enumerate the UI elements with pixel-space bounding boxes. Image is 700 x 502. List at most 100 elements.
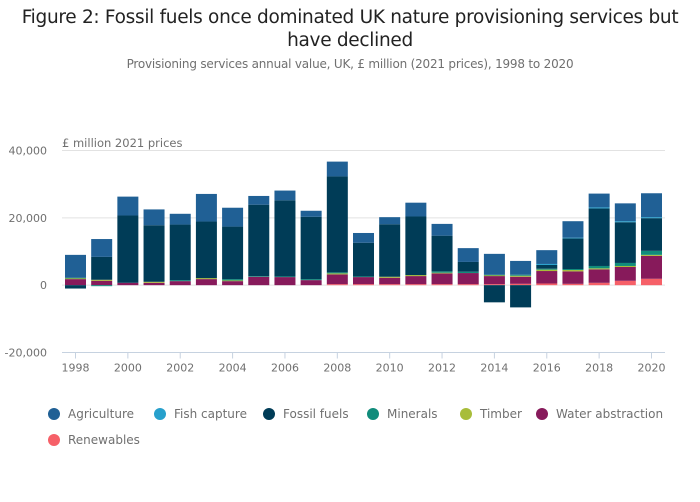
bar-segment-fish-capture [641, 217, 662, 219]
legend-label: Timber [480, 407, 522, 421]
bar-segment-water-abstraction [431, 273, 453, 285]
chart-title-line-1: Figure 2: Fossil fuels once dominated UK… [21, 7, 679, 28]
legend-item-water-abstraction[interactable]: Water abstraction [536, 407, 663, 421]
bar-segment-fossil-fuels [536, 264, 558, 269]
x-tick-label: 2008 [323, 362, 351, 375]
bar-segment-minerals [248, 276, 270, 277]
legend-item-renewables[interactable]: Renewables [48, 433, 140, 447]
x-tick-label: 2012 [428, 362, 456, 375]
bar-segment-fossil-fuels [431, 235, 453, 272]
bar-segment-minerals [614, 262, 636, 266]
bar-segment-timber [65, 278, 86, 280]
bar-stack-1998 [65, 254, 86, 289]
bar-segment-timber [195, 278, 217, 280]
bar-segment-timber [588, 268, 610, 270]
bar-segment-fossil-fuels [326, 176, 348, 273]
bars [65, 161, 662, 308]
bar-segment-renewables [405, 284, 427, 286]
bar-segment-agriculture [91, 239, 113, 257]
legend-label: Minerals [387, 407, 438, 421]
bar-segment-water-abstraction [510, 276, 532, 284]
legend-item-fossil-fuels[interactable]: Fossil fuels [263, 407, 349, 421]
bar-segment-renewables [641, 278, 662, 286]
bar-segment-agriculture [457, 248, 479, 262]
bar-segment-renewables [326, 284, 348, 286]
bar-segment-fossil-fuels [510, 285, 532, 308]
bar-segment-fossil-fuels [379, 224, 401, 277]
x-tick-label: 2010 [376, 362, 404, 375]
x-axis: 1998 2000 2002 2004 2006 2008 2010 2012 2014 2016… [62, 352, 666, 375]
bar-segment-fossil-fuels [614, 222, 636, 263]
bar-segment-agriculture [614, 203, 636, 222]
y-tick-label: -20,000 [5, 347, 47, 360]
bar-segment-fossil-fuels [195, 221, 217, 279]
bar-segment-timber [614, 265, 636, 267]
bar-segment-timber [143, 281, 165, 283]
legend-item-agriculture[interactable]: Agriculture [48, 407, 134, 421]
legend-dot-icon [367, 408, 379, 420]
x-tick-label: 2006 [271, 362, 299, 375]
bar-segment-renewables [588, 282, 610, 286]
bar-segment-water-abstraction [379, 277, 401, 285]
bar-segment-minerals [353, 276, 374, 278]
bar-segment-agriculture [169, 213, 191, 225]
bar-segment-renewables [353, 284, 374, 286]
bar-segment-minerals [91, 285, 113, 287]
bar-segment-agriculture [641, 193, 662, 218]
legend-label: Renewables [68, 433, 140, 447]
bar-segment-fossil-fuels [641, 218, 662, 251]
bar-segment-fossil-fuels [300, 216, 322, 280]
bar-segment-timber [641, 254, 662, 256]
bar-segment-fossil-fuels [588, 208, 610, 266]
bar-segment-agriculture [248, 195, 270, 205]
legend-dot-icon [48, 408, 60, 420]
bar-segment-water-abstraction [405, 276, 427, 285]
bar-segment-fossil-fuels [405, 216, 427, 276]
bar-segment-water-abstraction [562, 271, 584, 284]
y-tick-label: 0 [40, 279, 47, 292]
legend-dot-icon [263, 408, 275, 420]
bar-segment-water-abstraction [300, 280, 322, 286]
legend-item-minerals[interactable]: Minerals [367, 407, 438, 421]
bar-segment-fish-capture [614, 221, 636, 223]
bar-segment-water-abstraction [483, 276, 505, 285]
bar-segment-minerals [169, 280, 191, 282]
bar-segment-timber [222, 280, 244, 282]
bar-segment-fossil-fuels [117, 215, 139, 283]
bar-segment-agriculture [300, 210, 322, 217]
bar-segment-agriculture [353, 232, 374, 243]
bar-stack-2020 [641, 193, 662, 286]
bar-stack-2015 [510, 260, 532, 308]
bar-segment-fossil-fuels [248, 204, 270, 277]
bar-stack-2011 [405, 202, 427, 286]
bar-segment-agriculture [562, 221, 584, 238]
legend-label: Agriculture [68, 407, 134, 421]
chart-title: Figure 2: Fossil fuels once dominated UK… [0, 6, 700, 52]
bar-stack-2001 [143, 209, 165, 286]
bar-segment-minerals [431, 271, 453, 273]
bar-segment-fossil-fuels [483, 285, 505, 303]
bar-segment-water-abstraction [457, 273, 479, 285]
bar-segment-renewables [457, 284, 479, 286]
y-tick-label: 20,000 [9, 212, 48, 225]
legend-label: Fossil fuels [283, 407, 349, 421]
bar-segment-water-abstraction [248, 276, 270, 286]
chart-title-line-2: have declined [287, 30, 413, 51]
bar-segment-water-abstraction [195, 279, 217, 286]
bar-stack-2004 [222, 207, 244, 286]
legend-item-timber[interactable]: Timber [460, 407, 522, 421]
legend-label: Water abstraction [556, 407, 664, 421]
bar-segment-water-abstraction [65, 279, 86, 286]
bar-segment-minerals [222, 279, 244, 281]
x-tick-label: 2002 [166, 362, 194, 375]
bar-segment-renewables [562, 283, 584, 286]
x-tick-label: 2014 [480, 362, 508, 375]
bar-stack-2013 [457, 248, 479, 286]
bar-segment-agriculture [117, 196, 139, 216]
y-axis: -20,000 0 20,000 40,000 [5, 145, 47, 360]
bar-segment-renewables [536, 283, 558, 286]
bar-segment-minerals [457, 271, 479, 274]
x-tick-label: 2018 [585, 362, 613, 375]
bar-stack-2006 [274, 190, 296, 286]
legend-item-fish-capture[interactable]: Fish capture [154, 407, 247, 421]
